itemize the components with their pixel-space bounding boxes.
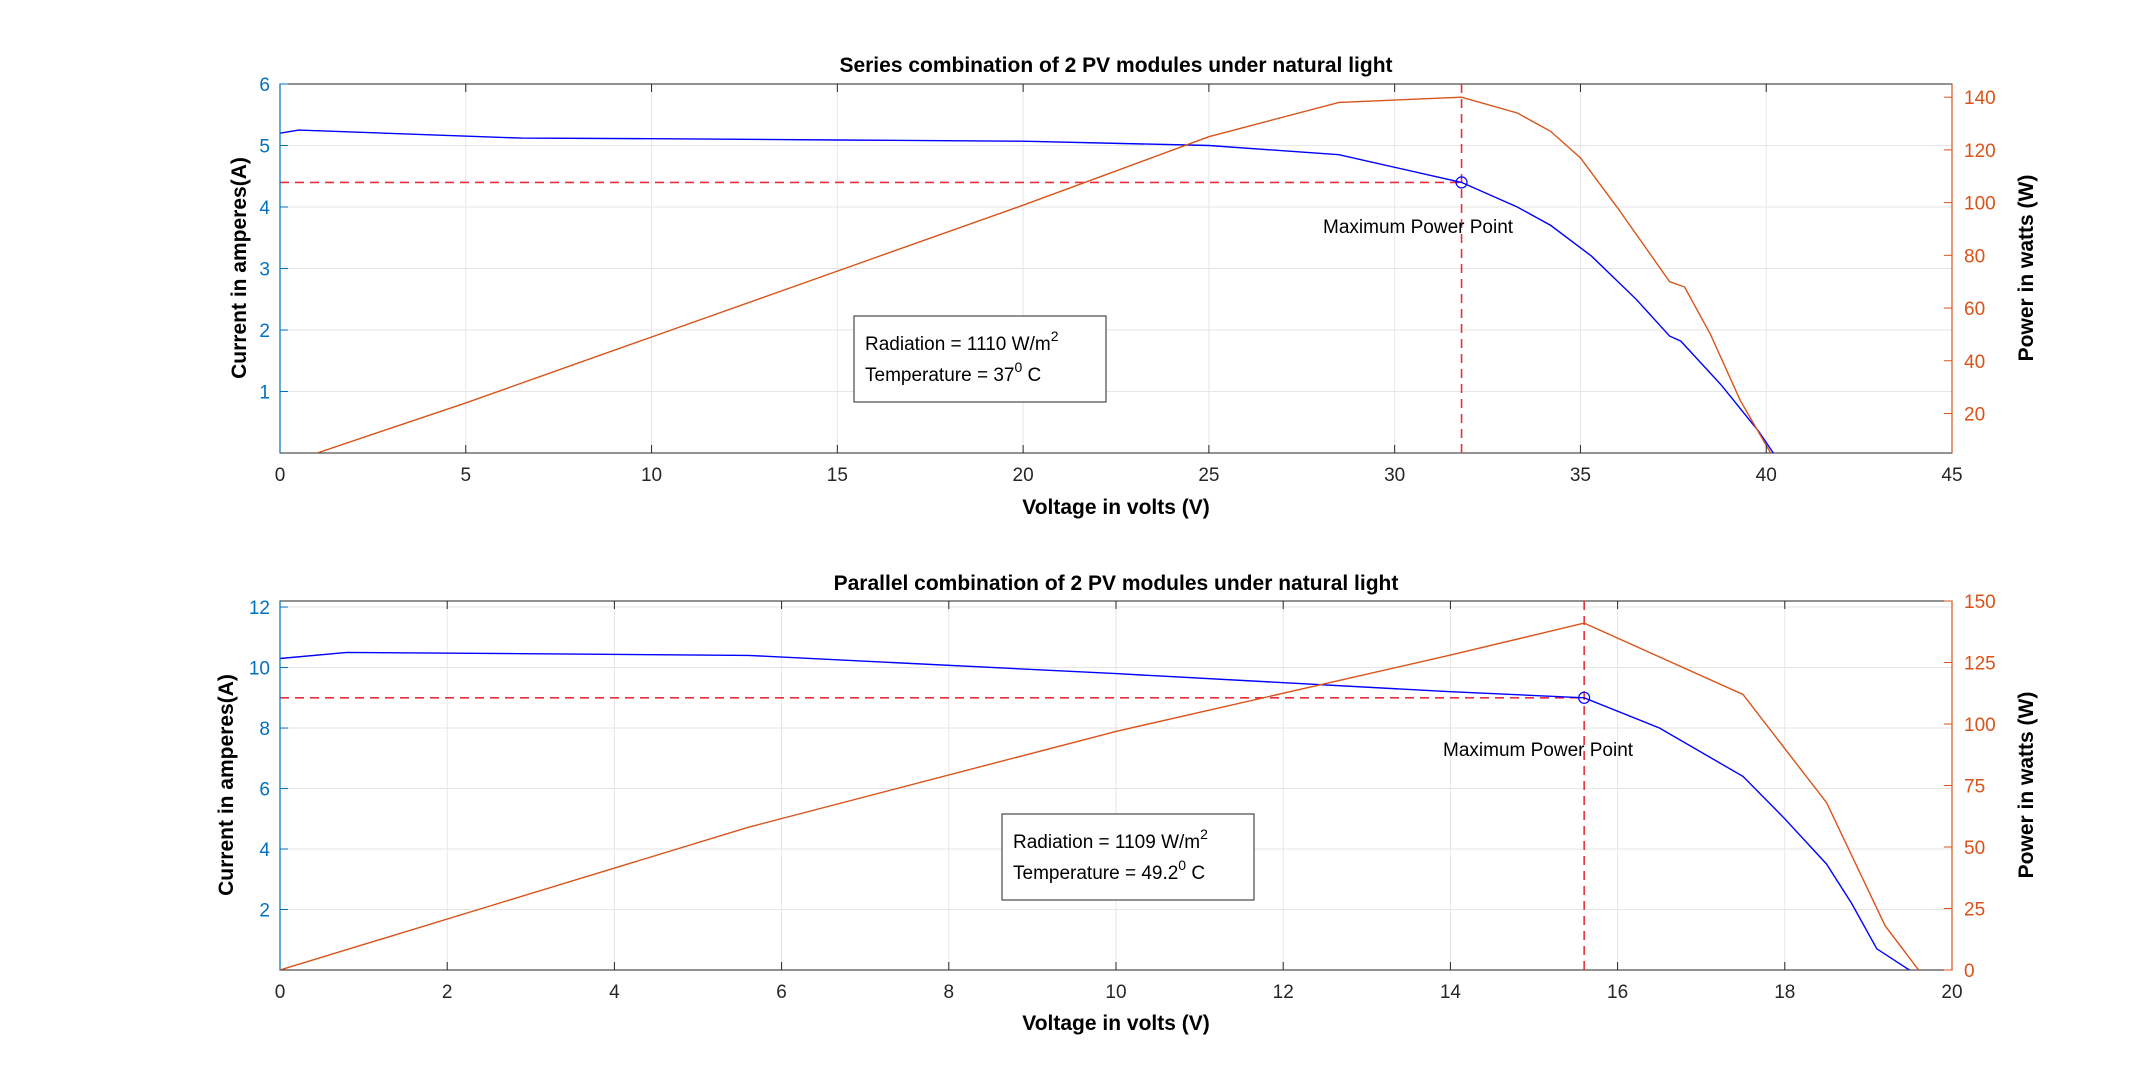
chart-parallel-info-box: Radiation = 1109 W/m2 Temperature = 49.2… bbox=[1001, 813, 1255, 901]
y-right-tick-label: 75 bbox=[1964, 777, 1985, 798]
chart-parallel-mpp-label: Maximum Power Point bbox=[1443, 740, 1634, 761]
y-left-tick-label: 3 bbox=[259, 260, 270, 281]
chart-parallel-title: Parallel combination of 2 PV modules und… bbox=[834, 572, 1399, 595]
y-left-tick-label: 6 bbox=[259, 780, 270, 801]
y-right-tick-label: 60 bbox=[1964, 299, 1985, 320]
y-right-tick-label: 40 bbox=[1964, 352, 1985, 373]
x-tick-label: 5 bbox=[460, 465, 471, 486]
x-tick-label: 30 bbox=[1384, 465, 1405, 486]
radiation-superscript: 2 bbox=[1051, 328, 1059, 344]
y-right-tick-label: 100 bbox=[1964, 194, 1996, 215]
chart-series-mpp-label: Maximum Power Point bbox=[1323, 217, 1514, 238]
x-tick-label: 0 bbox=[275, 465, 286, 486]
y-left-tick-label: 4 bbox=[259, 198, 270, 219]
radiation-superscript: 2 bbox=[1200, 826, 1208, 842]
temperature-unit: C bbox=[1186, 863, 1205, 884]
y-left-tick-label: 6 bbox=[259, 75, 270, 96]
x-tick-label: 14 bbox=[1440, 982, 1462, 1003]
chart-series-radiation-text: Radiation = 1110 W/m2 bbox=[865, 328, 1059, 355]
chart-series-info-box-frame bbox=[853, 315, 1107, 403]
chart-parallel-ticks: 0 2 4 6 8 10 12 14 16 18 2024681012025507510012515… bbox=[249, 592, 1996, 1003]
y-right-tick-label: 50 bbox=[1964, 838, 1985, 859]
chart-series-lines bbox=[280, 96, 1775, 453]
chart-parallel-mpp-lines bbox=[280, 601, 1585, 970]
x-tick-label: 6 bbox=[776, 982, 787, 1003]
temperature-superscript: 0 bbox=[1178, 857, 1186, 873]
current-voltage-line bbox=[280, 651, 1911, 970]
chart-series-mpp-lines bbox=[280, 84, 1463, 453]
chart-series-ylabel-right: Power in watts (W) bbox=[2015, 175, 2038, 362]
y-right-tick-label: 80 bbox=[1964, 246, 1985, 267]
chart-series-grid bbox=[280, 84, 1952, 453]
y-right-tick-label: 150 bbox=[1964, 592, 1996, 613]
y-right-tick-label: 120 bbox=[1964, 141, 1996, 162]
x-tick-label: 10 bbox=[1105, 982, 1126, 1003]
x-tick-label: 40 bbox=[1756, 465, 1777, 486]
chart-parallel: 0 2 4 6 8 10 12 14 16 18 2024681012025507510012515… bbox=[215, 572, 2038, 1035]
x-tick-label: 15 bbox=[827, 465, 848, 486]
y-right-tick-label: 20 bbox=[1964, 404, 1985, 425]
x-tick-label: 4 bbox=[609, 982, 620, 1003]
temperature-unit: C bbox=[1022, 365, 1041, 386]
y-right-tick-label: 0 bbox=[1964, 961, 1975, 982]
y-left-tick-label: 12 bbox=[249, 598, 270, 619]
chart-parallel-lines bbox=[280, 622, 1920, 970]
x-tick-label: 20 bbox=[1013, 465, 1034, 486]
chart-parallel-temperature-text: Temperature = 49.20 C bbox=[1013, 857, 1205, 884]
chart-parallel-ylabel-left: Current in amperes(A) bbox=[215, 674, 238, 896]
chart-parallel-info-box-frame bbox=[1001, 813, 1255, 901]
y-right-tick-label: 125 bbox=[1964, 654, 1996, 675]
y-left-tick-label: 8 bbox=[259, 719, 270, 740]
chart-parallel-radiation-text: Radiation = 1109 W/m2 bbox=[1013, 826, 1208, 853]
temperature-value: Temperature = 49.2 bbox=[1013, 863, 1178, 884]
y-right-tick-label: 100 bbox=[1964, 715, 1996, 736]
x-tick-label: 8 bbox=[944, 982, 955, 1003]
x-tick-label: 16 bbox=[1607, 982, 1628, 1003]
x-tick-label: 18 bbox=[1774, 982, 1795, 1003]
chart-parallel-ylabel-right: Power in watts (W) bbox=[2015, 692, 2038, 879]
y-left-tick-label: 10 bbox=[249, 659, 270, 680]
x-tick-label: 0 bbox=[275, 982, 286, 1003]
y-right-tick-label: 25 bbox=[1964, 900, 1985, 921]
x-tick-label: 10 bbox=[641, 465, 662, 486]
chart-series-temperature-text: Temperature = 370 C bbox=[865, 359, 1041, 386]
power-voltage-line bbox=[316, 96, 1772, 453]
chart-series: 0 5 10 15 20 25 30 35 40 451234562040608010012014… bbox=[228, 54, 2038, 519]
temperature-value: Temperature = 37 bbox=[865, 365, 1014, 386]
power-voltage-line bbox=[280, 622, 1920, 970]
x-tick-label: 2 bbox=[442, 982, 453, 1003]
y-left-tick-label: 2 bbox=[259, 901, 270, 922]
radiation-value: Radiation = 1110 W/m bbox=[865, 334, 1051, 355]
y-left-tick-label: 1 bbox=[259, 383, 270, 404]
chart-series-ticks: 0 5 10 15 20 25 30 35 40 451234562040608010012014… bbox=[259, 75, 1995, 486]
x-tick-label: 45 bbox=[1941, 465, 1962, 486]
y-left-tick-label: 2 bbox=[259, 321, 270, 342]
current-voltage-line bbox=[280, 129, 1775, 453]
chart-series-xlabel: Voltage in volts (V) bbox=[1022, 496, 1209, 519]
y-left-tick-label: 4 bbox=[259, 840, 270, 861]
chart-parallel-grid bbox=[280, 601, 1952, 970]
x-tick-label: 12 bbox=[1273, 982, 1294, 1003]
chart-series-info-box: Radiation = 1110 W/m2 Temperature = 370 … bbox=[853, 315, 1107, 403]
temperature-superscript: 0 bbox=[1014, 359, 1022, 375]
mpp-marker bbox=[1455, 176, 1468, 189]
x-tick-label: 35 bbox=[1570, 465, 1591, 486]
x-tick-label: 25 bbox=[1198, 465, 1219, 486]
mpp-marker bbox=[1578, 691, 1591, 704]
chart-parallel-xlabel: Voltage in volts (V) bbox=[1022, 1012, 1209, 1035]
chart-series-ylabel-left: Current in amperes(A) bbox=[228, 157, 251, 379]
x-tick-label: 20 bbox=[1941, 982, 1962, 1003]
radiation-value: Radiation = 1109 W/m bbox=[1013, 832, 1200, 853]
y-right-tick-label: 140 bbox=[1964, 88, 1996, 109]
chart-series-title: Series combination of 2 PV modules under… bbox=[839, 54, 1392, 77]
y-left-tick-label: 5 bbox=[259, 137, 270, 158]
